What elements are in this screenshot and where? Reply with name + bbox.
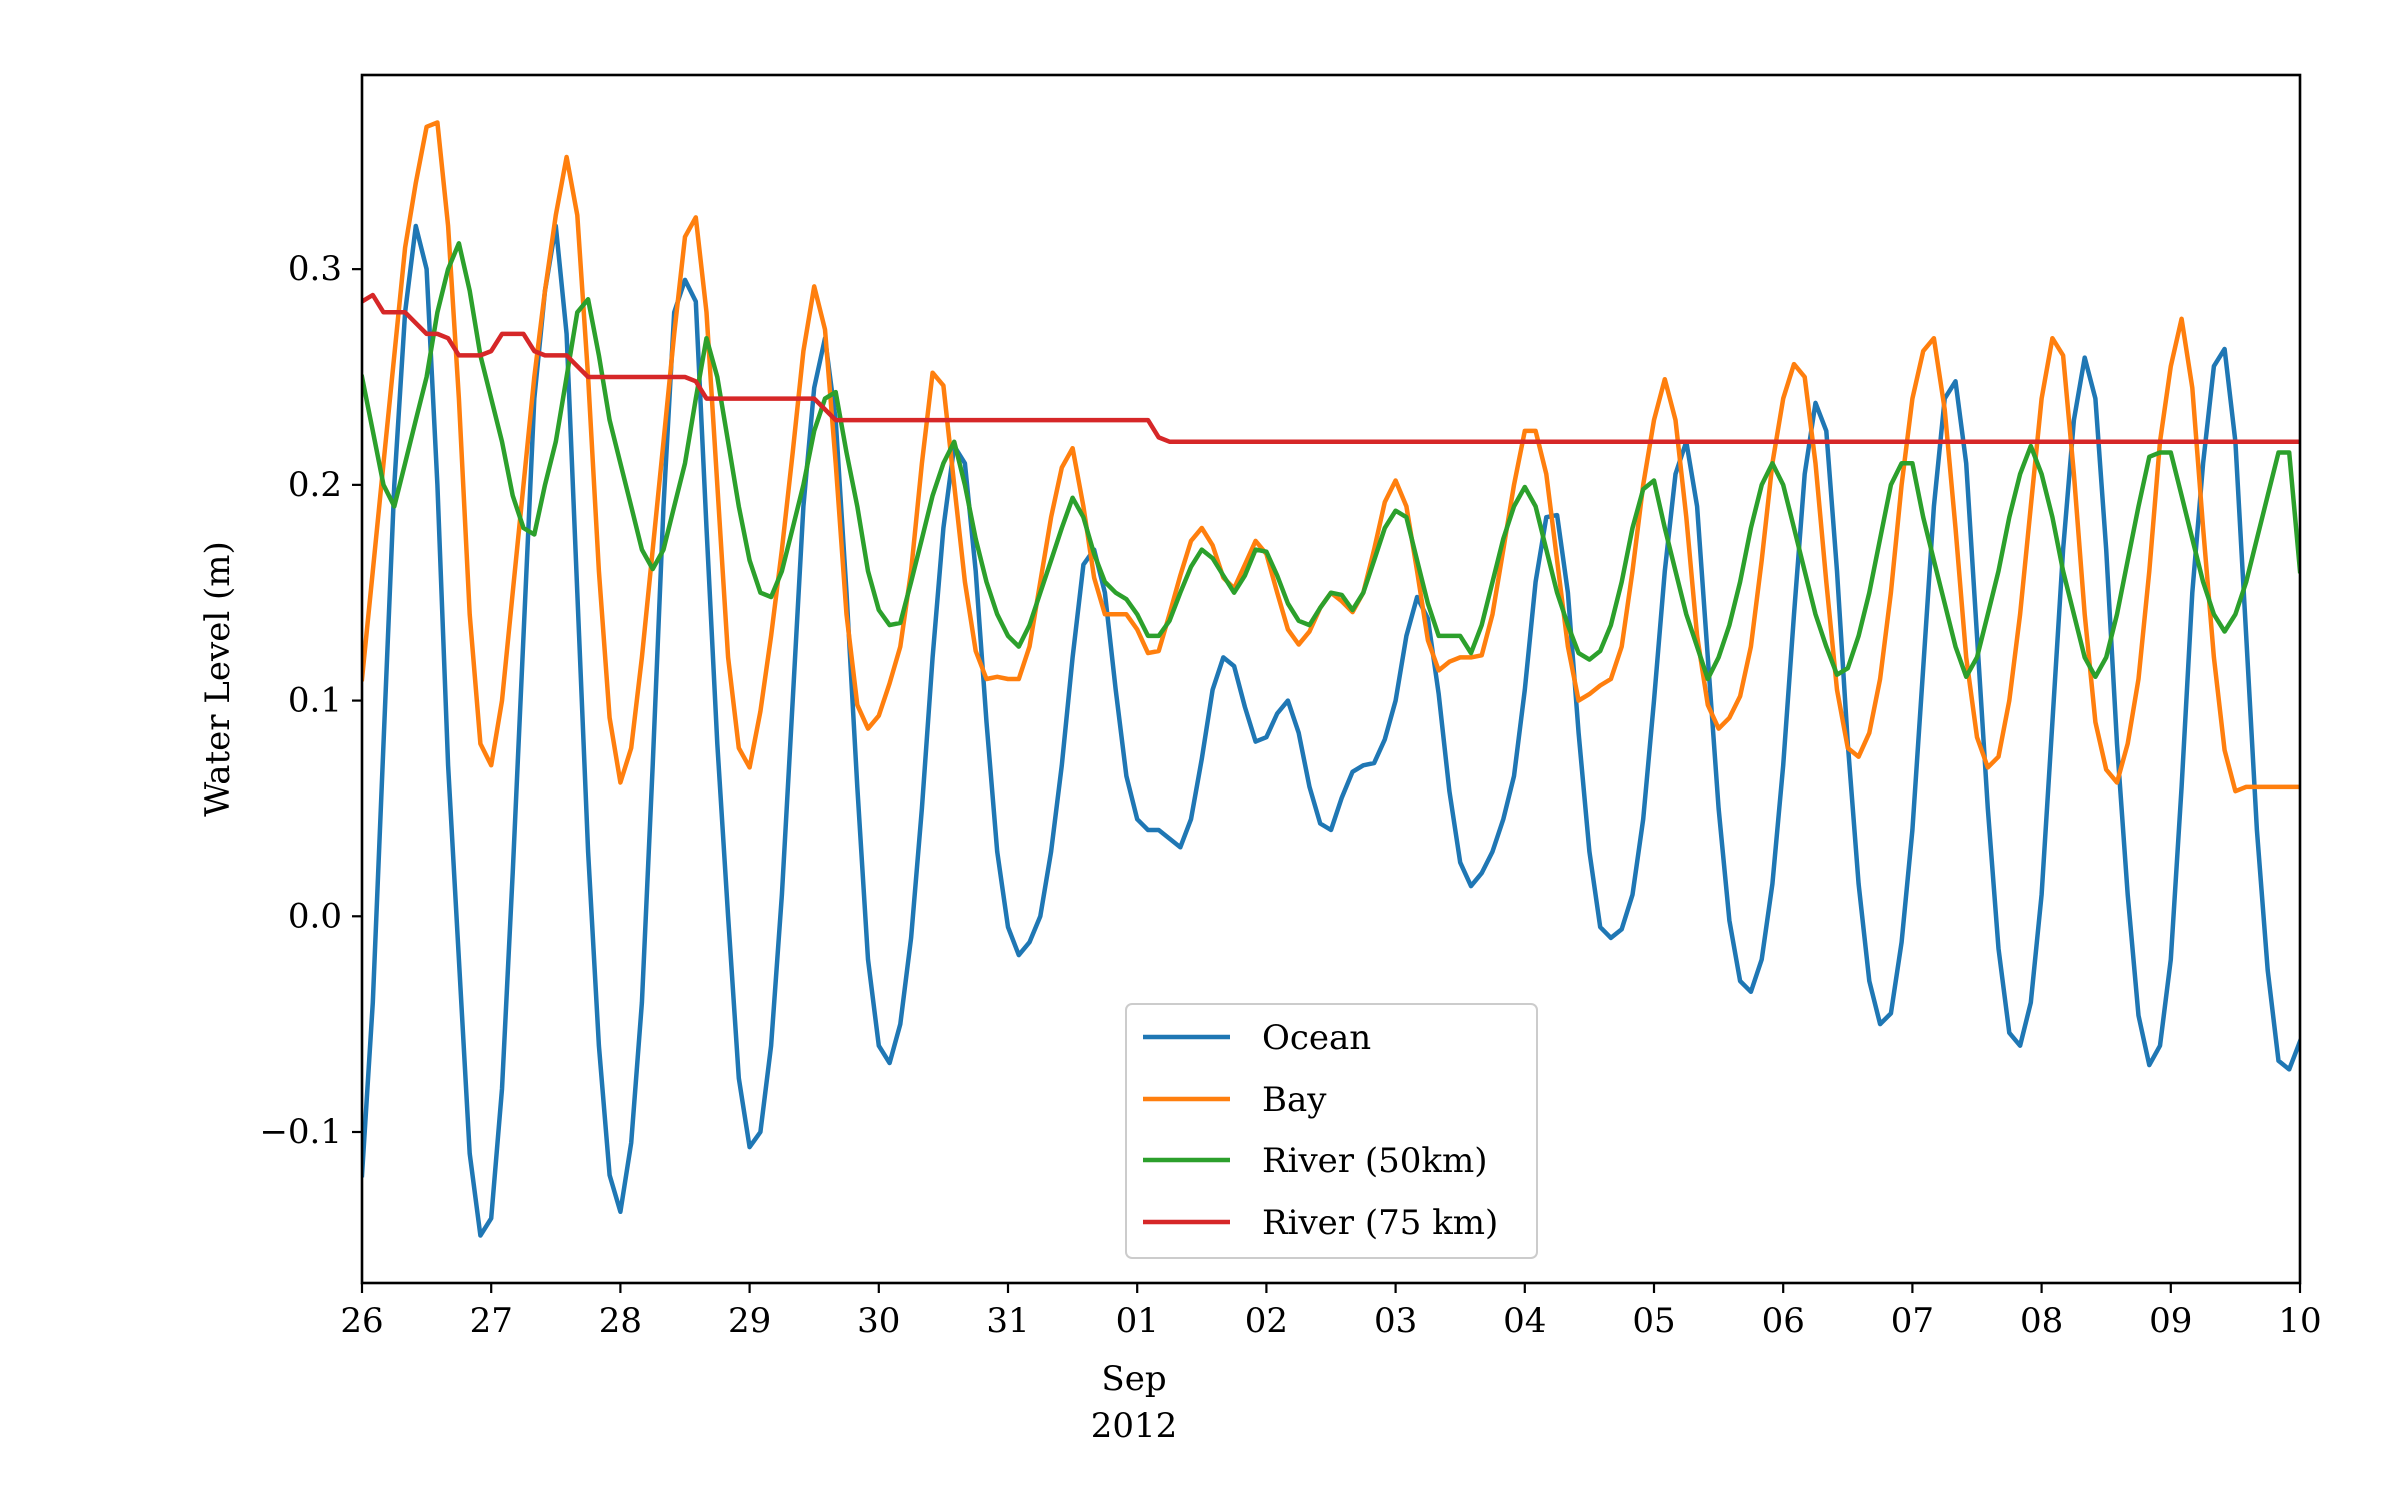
y-tick-label: −0.1 bbox=[259, 1112, 342, 1152]
x-tick-label: 03 bbox=[1374, 1301, 1417, 1341]
x-tick-label: 02 bbox=[1245, 1301, 1288, 1341]
x-tick-label: 28 bbox=[599, 1301, 642, 1341]
x-tick-label: 29 bbox=[728, 1301, 771, 1341]
x-axis-month-label: Sep bbox=[1101, 1359, 1166, 1399]
legend-label-bay: Bay bbox=[1262, 1080, 1327, 1120]
legend: Ocean Bay River (50km) River (75 km) bbox=[1125, 1003, 1538, 1259]
x-tick-label: 01 bbox=[1116, 1301, 1159, 1341]
y-tick-label: 0.2 bbox=[288, 465, 342, 505]
series-line-river-50km bbox=[362, 241, 2300, 682]
series-line-river-75-km bbox=[362, 292, 2300, 444]
legend-label-river-75km: River (75 km) bbox=[1262, 1203, 1498, 1243]
y-tick-label: 0.3 bbox=[288, 249, 342, 289]
x-tick-label: 09 bbox=[2149, 1301, 2192, 1341]
x-tick-label: 05 bbox=[1632, 1301, 1675, 1341]
legend-label-ocean: Ocean bbox=[1262, 1018, 1371, 1058]
y-tick-label: 0.0 bbox=[288, 896, 342, 936]
plot-area-frame bbox=[360, 73, 2302, 1285]
legend-box bbox=[1125, 1003, 1538, 1259]
x-tick-label: 08 bbox=[2020, 1301, 2063, 1341]
y-axis-label: Water Level (m) bbox=[198, 541, 238, 817]
legend-label-river-50km: River (50km) bbox=[1262, 1141, 1488, 1181]
series-layer bbox=[362, 120, 2300, 1238]
x-tick-label: 31 bbox=[986, 1301, 1029, 1341]
x-axis-year-label: 2012 bbox=[1091, 1406, 1178, 1446]
x-tick-label: 27 bbox=[470, 1301, 513, 1341]
x-tick-label: 04 bbox=[1503, 1301, 1546, 1341]
x-axis: 26 27 28 29 30 31 01 02 03 04 05 06 07 08 09 10 bbox=[340, 1283, 2322, 1341]
x-tick-label: 07 bbox=[1891, 1301, 1934, 1341]
x-tick-label: 26 bbox=[340, 1301, 383, 1341]
y-axis: −0.1 0.0 0.1 0.2 0.3 bbox=[259, 249, 362, 1152]
x-tick-label: 10 bbox=[2278, 1301, 2321, 1341]
series-line-ocean bbox=[362, 223, 2300, 1238]
x-tick-label: 06 bbox=[1762, 1301, 1805, 1341]
x-tick-label: 30 bbox=[857, 1301, 900, 1341]
y-tick-label: 0.1 bbox=[288, 681, 342, 721]
